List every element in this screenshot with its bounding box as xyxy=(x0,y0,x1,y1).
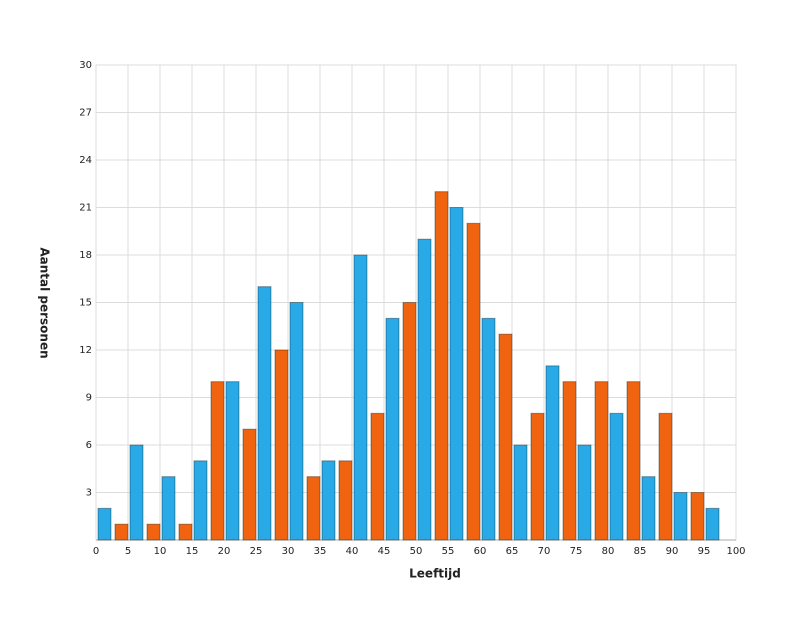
x-tick-label: 30 xyxy=(282,546,295,557)
bar xyxy=(513,444,528,541)
bar xyxy=(417,238,432,541)
bar xyxy=(466,222,481,541)
bar xyxy=(338,460,353,541)
x-tick-label: 85 xyxy=(634,546,647,557)
x-tick-label: 50 xyxy=(410,546,423,557)
bar xyxy=(146,523,161,541)
bar xyxy=(97,507,112,541)
y-tick-label: 3 xyxy=(86,488,92,499)
x-tick-label: 20 xyxy=(218,546,231,557)
bar xyxy=(257,286,272,541)
bar xyxy=(641,476,656,541)
x-tick-label: 65 xyxy=(506,546,519,557)
y-tick-label: 21 xyxy=(79,203,92,214)
bar xyxy=(274,349,289,541)
bar xyxy=(370,412,385,541)
bar xyxy=(609,412,624,541)
bar xyxy=(673,492,688,541)
x-tick-label: 70 xyxy=(538,546,551,557)
x-tick-label: 90 xyxy=(666,546,679,557)
bar xyxy=(626,381,641,541)
y-tick-label: 9 xyxy=(86,393,92,404)
bar xyxy=(449,207,464,541)
bar xyxy=(178,523,193,541)
y-tick-label: 6 xyxy=(86,440,92,451)
bar xyxy=(353,254,368,541)
bar xyxy=(530,412,545,541)
y-tick-label: 18 xyxy=(79,250,92,261)
bar xyxy=(562,381,577,541)
x-tick-label: 40 xyxy=(346,546,359,557)
x-tick-label: 95 xyxy=(698,546,711,557)
bar xyxy=(161,476,176,541)
x-tick-label: 5 xyxy=(125,546,131,557)
bar xyxy=(289,302,304,541)
bar xyxy=(402,302,417,541)
x-tick-label: 25 xyxy=(250,546,263,557)
x-tick-label: 45 xyxy=(378,546,391,557)
bar xyxy=(434,191,449,541)
bar xyxy=(114,523,129,541)
bar xyxy=(129,444,144,541)
bar xyxy=(594,381,609,541)
x-tick-label: 0 xyxy=(93,546,99,557)
y-axis-label: Aantal personen xyxy=(38,247,52,358)
bar xyxy=(210,381,225,541)
x-tick-label: 35 xyxy=(314,546,327,557)
bar xyxy=(705,507,720,541)
x-tick-label: 75 xyxy=(570,546,583,557)
y-tick-label: 27 xyxy=(79,108,92,119)
y-tick-label: 15 xyxy=(79,298,92,309)
bar xyxy=(481,317,496,541)
x-tick-label: 80 xyxy=(602,546,615,557)
bar xyxy=(306,476,321,541)
y-tick-label: 12 xyxy=(79,345,92,356)
bar xyxy=(545,365,560,541)
bar xyxy=(193,460,208,541)
x-tick-label: 55 xyxy=(442,546,455,557)
bar xyxy=(385,317,400,541)
x-tick-label: 100 xyxy=(726,546,745,557)
x-tick-label: 10 xyxy=(154,546,167,557)
x-axis-label: Leeftijd xyxy=(409,567,461,581)
bar xyxy=(577,444,592,541)
x-tick-label: 60 xyxy=(474,546,487,557)
bar xyxy=(690,492,705,541)
bar xyxy=(225,381,240,541)
bar xyxy=(498,333,513,541)
x-tick-label: 15 xyxy=(186,546,199,557)
y-tick-label: 30 xyxy=(79,60,92,71)
bar xyxy=(658,412,673,541)
bar xyxy=(242,428,257,541)
y-tick-label: 24 xyxy=(79,155,92,166)
bar xyxy=(321,460,336,541)
